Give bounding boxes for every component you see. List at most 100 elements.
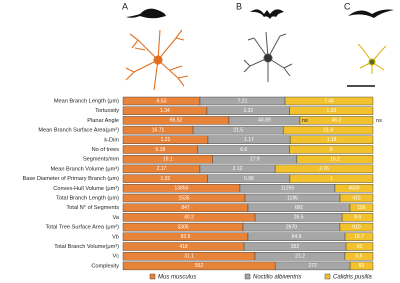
panel-label: B — [236, 1, 242, 11]
value-label: 552 — [195, 263, 204, 269]
value-label: 415 — [352, 195, 361, 201]
value-label: 5.38 — [156, 147, 166, 153]
bar-segment — [349, 203, 374, 212]
category-label: No of trees — [92, 147, 120, 153]
value-label: 1.21 — [161, 137, 171, 143]
value-label: 1.32 — [243, 108, 253, 114]
value-label: 31.1 — [184, 254, 194, 260]
value-label: 7.21 — [238, 98, 248, 104]
legend-swatch — [149, 273, 156, 280]
value-label: 13850 — [175, 186, 189, 192]
bar-segment — [344, 251, 374, 261]
value-label: 7.46 — [324, 98, 334, 104]
value-label: 65.52 — [170, 118, 183, 124]
value-label: 6.6 — [356, 254, 363, 260]
bar-segment — [299, 116, 374, 125]
category-label: Mean Branch Volume (μm³) — [50, 166, 119, 172]
value-label: 1.02 — [160, 176, 170, 182]
value-label: 2670 — [286, 224, 297, 230]
category-label: Total Tree Surface Area (μm²) — [46, 225, 120, 231]
value-label: 418 — [179, 244, 188, 250]
bar-segment — [339, 193, 374, 203]
value-label: 16.2 — [330, 157, 340, 163]
bar-segment — [289, 106, 374, 115]
bar-segment — [349, 261, 374, 271]
bar-segment — [344, 232, 374, 242]
bar-segment — [334, 184, 374, 193]
panel-label: C — [344, 1, 351, 11]
value-label: 21.5 — [233, 127, 243, 133]
bar-segment — [289, 174, 374, 183]
value-label: 93 — [357, 244, 363, 250]
value-label: 272 — [308, 263, 317, 269]
bird-icon — [348, 9, 394, 18]
value-label: 1535 — [178, 195, 189, 201]
bar-segment — [274, 164, 374, 174]
annotation: ns — [376, 118, 382, 124]
value-label: 1.18 — [327, 137, 337, 143]
category-label: Total Branch Volume(μm³) — [54, 244, 119, 250]
value-label: 19.1 — [163, 157, 173, 163]
category-label: Total N° of Segments — [66, 205, 119, 211]
stacked-bars: Mean Branch Length (μm) 6.53 7.21 7.46 Tortu… — [23, 96, 382, 271]
value-label: 83.6 — [181, 234, 191, 240]
category-label: Mean Branch Length (μm) — [54, 98, 119, 104]
category-label: Planar Angle — [87, 118, 119, 124]
category-label: Convex-Hull Volume (μm³) — [53, 186, 119, 192]
value-label: 2.17 — [157, 166, 167, 172]
value-label: 17.9 — [250, 157, 260, 163]
legend-label: Noctilio albiventris — [253, 275, 301, 281]
category-label: Tortuosity — [95, 108, 119, 114]
category-label: Mean Branch Surface Area(μm²) — [38, 128, 119, 134]
value-label: 64.9 — [292, 234, 302, 240]
category-label: Segments/mm — [83, 157, 119, 163]
value-label: 40.2 — [184, 215, 194, 221]
bar-segment — [284, 96, 374, 106]
category-label: Total Branch Length (μm) — [56, 195, 119, 201]
value-label: 1 — [330, 176, 333, 182]
value-label: 83 — [359, 263, 365, 269]
value-label: 3305 — [177, 224, 188, 230]
bar-segment — [339, 222, 374, 232]
neuron-a — [125, 29, 189, 91]
value-label: 11250 — [281, 186, 295, 192]
panel-label: A — [122, 1, 128, 11]
value-label: 910 — [352, 224, 361, 230]
value-label: 21.4 — [323, 127, 333, 133]
value-label: 43.89 — [258, 118, 271, 124]
bar-segment — [289, 145, 374, 154]
neuron-c — [357, 43, 387, 74]
legend-label: Mus musculus — [158, 275, 196, 281]
annotation: ns — [302, 118, 308, 124]
legend-swatch — [244, 273, 251, 280]
value-label: 4500 — [348, 186, 359, 192]
value-label: 2.76 — [319, 166, 329, 172]
value-label: 9.4 — [354, 215, 361, 221]
bar-segment — [341, 213, 374, 222]
category-label: k-Dim — [104, 137, 119, 143]
value-label: 352 — [291, 244, 300, 250]
value-label: 1.34 — [160, 108, 170, 114]
value-label: 18.7 — [354, 234, 364, 240]
value-label: 1.17 — [244, 137, 254, 143]
value-label: 1195 — [287, 195, 298, 201]
value-label: 691 — [295, 205, 304, 211]
legend-label: Calidris pusilla — [333, 275, 372, 281]
value-label: 16.71 — [152, 127, 165, 133]
neuron-b — [243, 31, 293, 82]
value-label: 21.2 — [295, 254, 305, 260]
value-label: 0.99 — [244, 176, 254, 182]
category-label: Complexity — [91, 263, 119, 269]
value-label: 26.5 — [294, 215, 304, 221]
value-label: 156 — [357, 205, 366, 211]
bat-icon — [250, 9, 284, 19]
panel-illustrations: A B C — [122, 1, 394, 91]
bar-segment — [283, 125, 374, 135]
category-label: Va — [113, 215, 120, 221]
value-label: 6.6 — [240, 147, 247, 153]
value-label: 45.2 — [332, 118, 342, 124]
value-label: 1.33 — [326, 108, 336, 114]
bar-segment — [289, 135, 374, 145]
bar-segment — [345, 242, 374, 251]
